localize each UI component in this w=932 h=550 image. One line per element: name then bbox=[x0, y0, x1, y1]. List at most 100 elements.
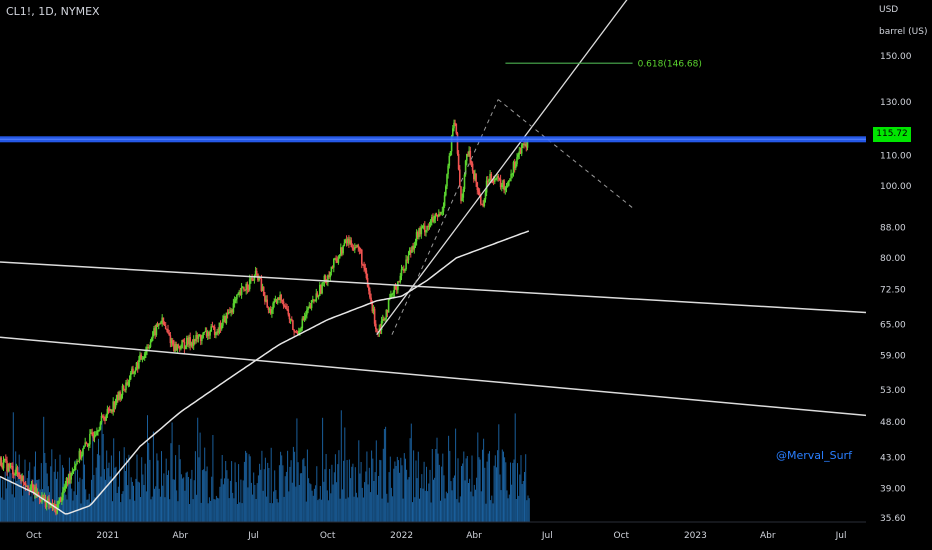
candle-body bbox=[446, 174, 448, 187]
volume-bar bbox=[280, 451, 282, 522]
candle-body bbox=[217, 331, 219, 333]
candle-body bbox=[110, 409, 112, 411]
volume-bar bbox=[197, 417, 199, 522]
candle-body bbox=[271, 309, 273, 314]
candle-body bbox=[452, 128, 454, 137]
candle-body bbox=[399, 275, 402, 282]
candle-body bbox=[209, 331, 211, 336]
volume-bar bbox=[382, 448, 384, 522]
volume-bar bbox=[268, 468, 270, 522]
candle-body bbox=[168, 332, 170, 336]
candle-body bbox=[8, 463, 11, 468]
candle-body bbox=[375, 323, 377, 329]
volume-bar bbox=[112, 501, 113, 522]
candle-body bbox=[364, 268, 367, 271]
volume-bar bbox=[436, 437, 438, 522]
price-tick-label: 59.00 bbox=[880, 352, 906, 362]
candle-body bbox=[128, 379, 131, 382]
candle-body bbox=[359, 249, 362, 251]
candle-body bbox=[86, 444, 89, 447]
volume-bar bbox=[304, 466, 306, 522]
volume-bar bbox=[522, 481, 524, 522]
volume-bar bbox=[151, 496, 153, 522]
candle-body bbox=[143, 353, 146, 359]
candle-body bbox=[68, 474, 70, 484]
candle-body bbox=[474, 173, 476, 180]
candle-body bbox=[286, 308, 288, 310]
candle-body bbox=[157, 323, 160, 327]
volume-bar bbox=[105, 479, 106, 522]
volume-bar bbox=[491, 495, 493, 522]
volume-bar bbox=[454, 475, 455, 522]
volume-bar bbox=[10, 473, 12, 522]
volume-bar bbox=[515, 499, 517, 522]
volume-bar bbox=[332, 484, 334, 522]
candle-body bbox=[505, 186, 508, 188]
candle-body bbox=[459, 169, 461, 187]
volume-bar bbox=[503, 451, 504, 522]
volume-bar bbox=[480, 491, 482, 522]
candle-body bbox=[189, 337, 191, 346]
volume-bar bbox=[99, 455, 101, 522]
candle-body bbox=[345, 240, 348, 244]
volume-bar bbox=[519, 474, 521, 522]
candle-body bbox=[132, 368, 134, 374]
time-tick-label: 2023 bbox=[684, 531, 707, 541]
candle-body bbox=[516, 157, 518, 165]
candle-body bbox=[524, 144, 526, 146]
volume-bar bbox=[403, 453, 405, 522]
volume-bar bbox=[423, 461, 425, 522]
candle-body bbox=[241, 287, 244, 289]
volume-bar bbox=[505, 462, 507, 522]
volume-bar bbox=[212, 435, 214, 522]
volume-bar bbox=[269, 503, 271, 522]
candle-body bbox=[226, 312, 229, 315]
volume-bar bbox=[510, 462, 511, 522]
candle-body bbox=[520, 145, 523, 154]
candle-body bbox=[118, 392, 120, 401]
candle-body bbox=[347, 238, 349, 244]
candle-body bbox=[326, 281, 328, 283]
volume-bar bbox=[238, 464, 240, 522]
candle-body bbox=[57, 500, 60, 505]
time-tick-label: Jul bbox=[541, 531, 553, 541]
volume-bar bbox=[405, 458, 406, 522]
volume-bar bbox=[478, 457, 480, 522]
volume-bar bbox=[267, 462, 269, 522]
volume-bar bbox=[345, 498, 347, 522]
candle-body bbox=[281, 299, 284, 302]
volume-bar bbox=[426, 466, 427, 522]
volume-bar bbox=[271, 503, 273, 522]
candle-body bbox=[108, 409, 111, 411]
candle-body bbox=[285, 306, 287, 309]
volume-bar bbox=[247, 487, 249, 522]
volume-bar bbox=[84, 464, 85, 522]
candle-body bbox=[14, 474, 16, 475]
volume-bar bbox=[514, 413, 516, 522]
candle-body bbox=[188, 337, 190, 345]
candle-body bbox=[6, 460, 8, 472]
candle-body bbox=[160, 321, 162, 324]
candle-body bbox=[97, 430, 99, 432]
volume-bar bbox=[274, 470, 276, 522]
candle-body bbox=[433, 218, 435, 222]
candle-body bbox=[253, 275, 256, 281]
candle-body bbox=[354, 247, 356, 250]
candle-body bbox=[294, 331, 297, 333]
volume-bar bbox=[4, 471, 6, 522]
candle-body bbox=[154, 328, 156, 335]
volume-bar bbox=[264, 457, 266, 522]
candle-body bbox=[463, 174, 466, 189]
candle-body bbox=[70, 472, 72, 480]
candle-body bbox=[71, 471, 74, 473]
volume-bar bbox=[364, 482, 366, 522]
volume-bar bbox=[512, 462, 514, 522]
candle-body bbox=[174, 344, 176, 352]
volume-bar bbox=[78, 481, 80, 522]
candle-body bbox=[469, 150, 472, 163]
volume-bar bbox=[256, 483, 258, 522]
candle-body bbox=[48, 498, 50, 505]
volume-bar bbox=[22, 495, 24, 522]
candle-body bbox=[405, 259, 407, 270]
